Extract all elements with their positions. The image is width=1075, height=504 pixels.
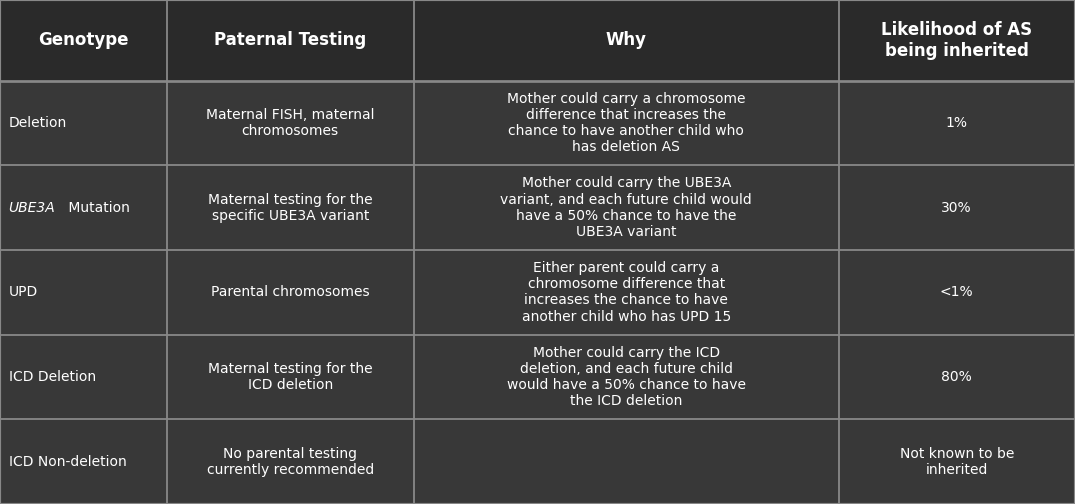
Text: Likelihood of AS
being inherited: Likelihood of AS being inherited <box>882 21 1032 59</box>
Bar <box>0 81 1075 165</box>
Bar <box>0 250 1075 335</box>
Text: Mother could carry the UBE3A
variant, and each future child would
have a 50% cha: Mother could carry the UBE3A variant, an… <box>500 176 752 239</box>
Text: Genotype: Genotype <box>38 31 129 49</box>
Text: Paternal Testing: Paternal Testing <box>214 31 367 49</box>
Text: No parental testing
currently recommended: No parental testing currently recommende… <box>206 447 374 477</box>
Text: Maternal FISH, maternal
chromosomes: Maternal FISH, maternal chromosomes <box>206 108 374 138</box>
Bar <box>0 165 1075 250</box>
Text: Maternal testing for the
ICD deletion: Maternal testing for the ICD deletion <box>207 362 373 392</box>
Bar <box>0 419 1075 504</box>
Text: Not known to be
inherited: Not known to be inherited <box>900 447 1014 477</box>
Text: 80%: 80% <box>942 370 972 384</box>
Text: Mutation: Mutation <box>64 201 130 215</box>
Text: 1%: 1% <box>946 116 968 130</box>
Text: Why: Why <box>605 31 647 49</box>
Text: Mother could carry the ICD
deletion, and each future child
would have a 50% chan: Mother could carry the ICD deletion, and… <box>506 346 746 408</box>
Text: Either parent could carry a
chromosome difference that
increases the chance to h: Either parent could carry a chromosome d… <box>521 261 731 324</box>
Text: Mother could carry a chromosome
difference that increases the
chance to have ano: Mother could carry a chromosome differen… <box>507 92 745 154</box>
Text: Parental chromosomes: Parental chromosomes <box>211 285 370 299</box>
Bar <box>0 335 1075 419</box>
Text: UBE3A: UBE3A <box>9 201 55 215</box>
Text: ICD Deletion: ICD Deletion <box>9 370 96 384</box>
Text: UPD: UPD <box>9 285 38 299</box>
Text: ICD Non-deletion: ICD Non-deletion <box>9 455 127 469</box>
Text: 30%: 30% <box>942 201 972 215</box>
Text: Deletion: Deletion <box>9 116 67 130</box>
Text: <1%: <1% <box>940 285 974 299</box>
Bar <box>0 0 1075 81</box>
Text: Maternal testing for the
specific UBE3A variant: Maternal testing for the specific UBE3A … <box>207 193 373 223</box>
